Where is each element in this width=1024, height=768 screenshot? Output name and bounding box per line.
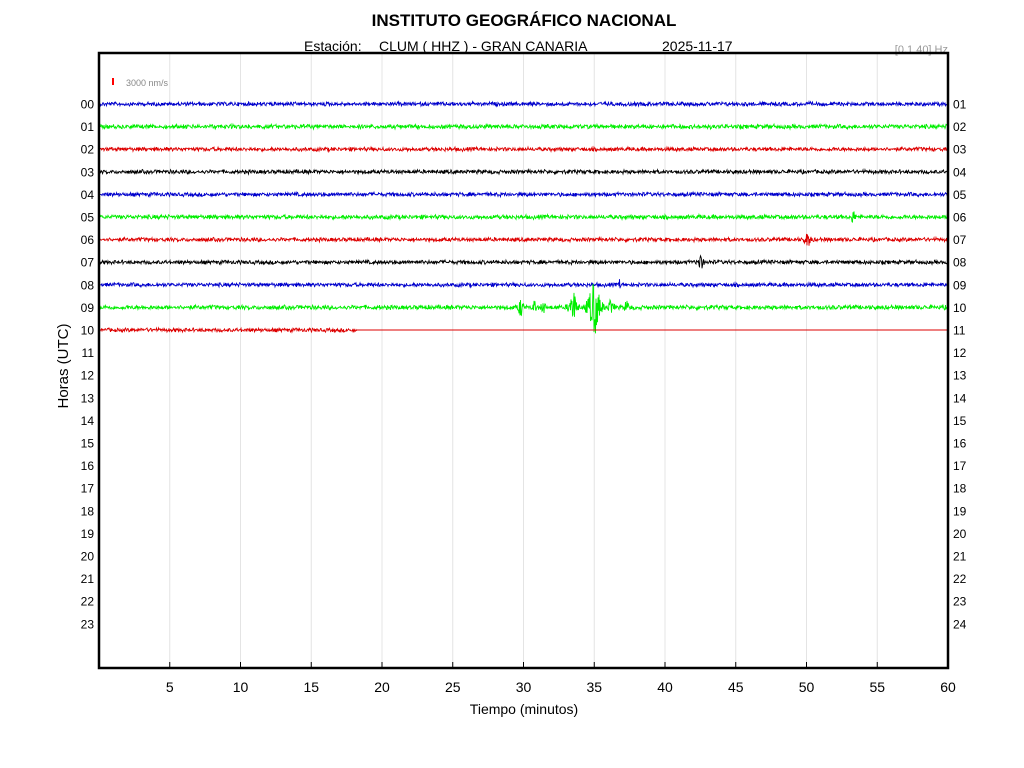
right-hour-label: 01 [953,98,967,112]
x-tick-label: 15 [303,679,319,695]
right-hour-label: 06 [953,211,967,225]
right-hour-label: 23 [953,595,967,609]
left-hour-label: 23 [81,617,95,631]
trace-hour-08 [99,279,949,289]
station-label: Estación: [304,38,362,54]
right-hour-label: 17 [953,459,967,473]
right-hour-label: 07 [953,233,967,247]
right-hour-label: 15 [953,414,967,428]
left-hour-label: 15 [81,437,95,451]
trace-hour-03 [99,167,949,176]
right-hour-label: 21 [953,550,967,564]
right-hour-label: 05 [953,188,967,202]
x-tick-label: 50 [799,679,815,695]
y-axis-title: Horas (UTC) [55,323,72,408]
x-axis-title: Tiempo (minutos) [470,701,578,717]
right-hour-label: 12 [953,346,967,360]
left-hour-label: 12 [81,369,95,383]
trace-hour-04 [99,190,949,199]
right-hour-label: 18 [953,482,967,496]
left-hour-label: 00 [81,98,95,112]
left-hour-label: 20 [81,550,95,564]
right-hour-label: 02 [953,120,967,134]
right-hour-label: 09 [953,278,967,292]
trace-hour-01 [99,122,949,131]
x-tick-label: 35 [586,679,602,695]
left-hour-label: 22 [81,595,95,609]
left-hour-label: 21 [81,572,95,586]
chart-title: INSTITUTO GEOGRÁFICO NACIONAL [372,11,677,30]
left-hour-label: 10 [81,324,95,338]
trace-hour-07 [99,254,949,269]
left-hour-label: 09 [81,301,95,315]
x-tick-label: 25 [445,679,461,695]
scale-label: 3000 nm/s [126,78,169,88]
right-hour-label: 22 [953,572,967,586]
left-hour-label: 08 [81,278,95,292]
date-label: 2025-11-17 [662,38,733,54]
x-tick-label: 20 [374,679,390,695]
trace-hour-02 [99,145,949,153]
right-hour-label: 13 [953,369,967,383]
x-tick-label: 5 [166,679,174,695]
right-hour-label: 08 [953,256,967,270]
right-hour-label: 20 [953,527,967,541]
x-axis-ticks: 5 10 15 20 25 30 35 40 45 50 55 60 [166,662,956,695]
left-hour-label: 13 [81,391,95,405]
station-name: CLUM ( HHZ ) - GRAN CANARIA [379,38,588,54]
left-hour-label: 06 [81,233,95,247]
left-hour-label: 01 [81,120,95,134]
left-hour-label: 19 [81,527,95,541]
right-hour-label: 14 [953,391,967,405]
right-hour-label: 10 [953,301,967,315]
right-hour-label: 24 [953,617,967,631]
right-hour-label: 11 [953,324,966,338]
trace-hour-00 [99,100,949,108]
x-tick-label: 60 [940,679,956,695]
x-gridlines [169,54,878,667]
left-hour-label: 05 [81,211,95,225]
left-hour-label: 02 [81,143,95,157]
left-hour-label: 14 [81,414,95,428]
right-hour-label: 04 [953,165,967,179]
left-hour-label: 18 [81,504,95,518]
right-hour-label: 19 [953,504,967,518]
right-hour-label: 03 [953,143,967,157]
left-hour-label: 16 [81,459,95,473]
left-hour-labels: 00 01 02 03 04 05 06 07 08 09 10 11 12 13 14 15 16 17 18 19… [81,98,95,632]
left-hour-label: 03 [81,165,95,179]
x-tick-label: 45 [728,679,744,695]
trace-hour-09 [99,283,949,334]
right-hour-label: 16 [953,437,967,451]
x-tick-label: 10 [233,679,249,695]
left-hour-label: 11 [82,346,95,360]
x-tick-label: 55 [869,679,885,695]
right-hour-labels: 01 02 03 04 05 06 07 08 09 10 11 12 13 14 15 16 17 18 19 20… [953,98,967,632]
trace-hour-05 [99,211,949,223]
x-tick-label: 40 [657,679,673,695]
trace-hour-06 [99,233,949,246]
left-hour-label: 04 [81,188,95,202]
x-tick-label: 30 [516,679,532,695]
trace-hour-10 [99,326,357,334]
left-hour-label: 07 [81,256,95,270]
trace-group [99,100,949,334]
scale-bar-icon [112,78,114,85]
left-hour-label: 17 [81,482,95,496]
